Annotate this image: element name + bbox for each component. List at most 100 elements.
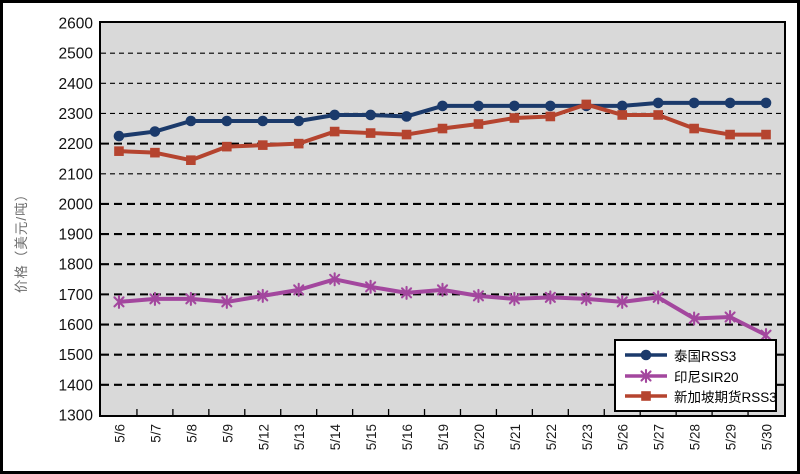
legend-label: 印尼SIR20 (674, 369, 739, 385)
data-point-0-0 (113, 130, 125, 142)
y-tick-label: 2300 (59, 106, 94, 123)
data-point-0-2 (185, 115, 197, 127)
y-tick-label: 2100 (59, 166, 94, 183)
data-point-2-14 (617, 110, 628, 120)
x-tick-label: 5/27 (652, 424, 667, 450)
data-point-2-15 (653, 110, 663, 120)
x-tick-label: 5/19 (436, 424, 451, 450)
data-point-1-16 (688, 311, 700, 326)
data-point-1-14 (616, 294, 628, 309)
data-point-1-4 (257, 288, 269, 303)
legend-line-circle-swatch (624, 347, 668, 363)
data-point-0-15 (652, 97, 664, 109)
data-point-1-13 (580, 291, 592, 306)
legend-marker-2 (641, 391, 651, 402)
legend-line-square-swatch (624, 388, 668, 404)
data-point-0-12 (545, 100, 556, 112)
data-point-0-9 (437, 100, 448, 112)
data-point-0-3 (221, 115, 233, 127)
x-tick-label: 5/22 (544, 424, 559, 450)
y-tick-label: 1800 (59, 257, 94, 274)
y-tick-label: 2000 (59, 196, 94, 213)
data-point-2-6 (329, 126, 340, 137)
legend-label: 泰国RSS3 (674, 348, 737, 364)
data-point-2-12 (545, 111, 556, 122)
y-tick-label: 2200 (59, 136, 94, 153)
data-point-0-16 (688, 97, 700, 109)
data-point-2-16 (689, 123, 699, 134)
data-point-2-2 (186, 155, 196, 165)
data-point-2-9 (437, 123, 448, 134)
legend-swatch-svg (625, 368, 667, 383)
y-tick-label: 1700 (59, 287, 94, 304)
data-point-2-8 (401, 129, 412, 140)
data-point-1-6 (329, 272, 341, 287)
data-point-2-17 (725, 129, 735, 140)
plot-area (99, 21, 786, 417)
y-tick-label: 1400 (59, 377, 94, 394)
legend-swatch-svg (625, 349, 667, 361)
x-tick-label: 5/7 (148, 424, 163, 443)
x-tick-label: 5/13 (292, 424, 307, 450)
y-tick-label: 2400 (59, 76, 94, 93)
legend-line-star-swatch (624, 368, 668, 384)
legend-marker-1 (640, 368, 652, 383)
data-point-2-0 (114, 146, 124, 156)
x-tick-label: 5/9 (220, 424, 235, 443)
x-tick-label: 5/29 (724, 424, 739, 450)
data-point-2-3 (222, 141, 232, 152)
data-point-1-2 (185, 291, 197, 306)
data-point-2-7 (365, 128, 376, 138)
data-point-2-10 (473, 119, 484, 129)
data-point-1-10 (472, 288, 484, 303)
data-point-1-17 (724, 309, 736, 325)
x-tick-label: 5/21 (508, 424, 523, 450)
data-point-2-13 (581, 99, 592, 110)
data-point-1-7 (365, 279, 377, 294)
data-point-2-18 (761, 129, 771, 140)
x-tick-label: 5/14 (328, 424, 343, 451)
data-point-2-11 (509, 113, 520, 123)
data-point-1-0 (113, 294, 125, 309)
data-point-1-8 (401, 285, 413, 300)
data-point-2-5 (293, 138, 304, 149)
legend: 泰国RSS3 印尼SIR20 新加坡期货RSS3 (614, 339, 777, 412)
data-point-0-10 (473, 100, 484, 112)
data-point-1-3 (221, 294, 233, 309)
data-point-1-5 (293, 282, 305, 297)
y-tick-label: 2500 (59, 46, 94, 63)
data-point-0-4 (257, 115, 269, 127)
legend-item-singapore-futures-rss3: 新加坡期货RSS3 (624, 386, 777, 406)
y-tick-label: 1300 (59, 408, 94, 425)
x-tick-label: 5/30 (760, 424, 775, 450)
data-point-0-11 (509, 100, 520, 112)
data-point-1-11 (508, 291, 520, 306)
data-point-2-1 (150, 147, 160, 158)
data-point-0-17 (724, 97, 736, 109)
y-tick-label: 1900 (59, 227, 94, 244)
x-tick-label: 5/8 (184, 424, 199, 443)
x-tick-label: 5/16 (400, 424, 415, 450)
x-tick-label: 5/26 (616, 424, 631, 450)
x-tick-label: 5/23 (580, 424, 595, 450)
data-point-0-8 (401, 111, 412, 122)
x-tick-label: 5/12 (256, 424, 271, 450)
data-point-2-4 (257, 140, 268, 150)
data-point-0-1 (149, 126, 161, 137)
x-tick-label: 5/15 (364, 424, 379, 450)
y-tick-label: 2600 (59, 16, 94, 33)
legend-swatch-svg (625, 391, 667, 402)
x-tick-label: 5/6 (113, 424, 128, 443)
legend-label: 新加坡期货RSS3 (674, 390, 777, 406)
legend-item-indonesia-sir20: 印尼SIR20 (624, 366, 773, 386)
plot-svg (101, 52, 784, 415)
legend-item-thailand-rss3: 泰国RSS3 (624, 345, 773, 365)
data-point-1-15 (652, 290, 664, 305)
data-point-1-12 (544, 290, 556, 305)
x-tick-label: 5/20 (472, 424, 487, 450)
x-tick-label: 5/28 (688, 424, 703, 450)
data-point-0-7 (365, 109, 376, 121)
data-point-0-18 (760, 97, 772, 109)
data-point-0-6 (329, 109, 340, 121)
